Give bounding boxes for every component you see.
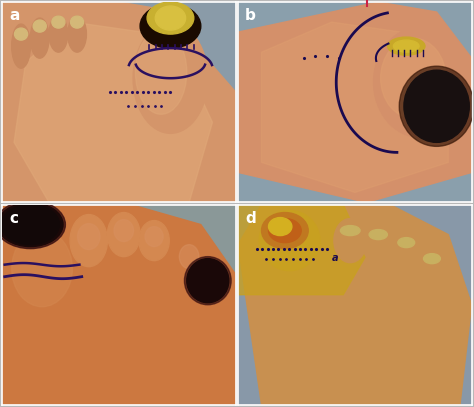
Polygon shape	[2, 205, 236, 405]
Polygon shape	[238, 205, 366, 295]
Text: a: a	[331, 253, 338, 263]
Ellipse shape	[12, 231, 73, 307]
Ellipse shape	[71, 16, 83, 28]
Ellipse shape	[173, 236, 205, 285]
Ellipse shape	[0, 203, 63, 247]
Ellipse shape	[70, 214, 108, 267]
Ellipse shape	[424, 254, 440, 264]
Ellipse shape	[52, 16, 65, 28]
Ellipse shape	[179, 245, 199, 269]
Ellipse shape	[5, 210, 80, 311]
Polygon shape	[238, 2, 472, 203]
Ellipse shape	[187, 258, 229, 303]
Ellipse shape	[418, 251, 446, 287]
Ellipse shape	[140, 4, 201, 48]
Ellipse shape	[145, 227, 163, 247]
Text: b: b	[245, 8, 256, 23]
Polygon shape	[2, 2, 236, 203]
Ellipse shape	[139, 221, 169, 260]
Ellipse shape	[262, 212, 308, 249]
Ellipse shape	[0, 201, 65, 249]
Ellipse shape	[269, 218, 292, 236]
Ellipse shape	[369, 230, 387, 240]
Ellipse shape	[33, 20, 46, 32]
Polygon shape	[262, 22, 448, 193]
Ellipse shape	[133, 23, 208, 133]
Ellipse shape	[340, 225, 360, 236]
Ellipse shape	[114, 219, 134, 242]
Ellipse shape	[155, 6, 186, 30]
Text: a: a	[9, 8, 20, 23]
Ellipse shape	[49, 16, 68, 52]
Ellipse shape	[30, 18, 49, 58]
Ellipse shape	[184, 257, 231, 305]
Ellipse shape	[136, 30, 187, 114]
Ellipse shape	[147, 2, 194, 34]
Ellipse shape	[259, 210, 320, 271]
Text: c: c	[9, 210, 18, 225]
Ellipse shape	[68, 16, 86, 52]
Text: d: d	[245, 210, 256, 225]
Ellipse shape	[334, 219, 366, 263]
Ellipse shape	[404, 70, 469, 142]
Ellipse shape	[374, 27, 467, 137]
Ellipse shape	[398, 238, 415, 247]
Ellipse shape	[399, 66, 474, 147]
Ellipse shape	[78, 223, 100, 249]
Ellipse shape	[15, 28, 27, 40]
Polygon shape	[14, 22, 212, 203]
Ellipse shape	[388, 37, 425, 55]
Ellipse shape	[406, 72, 467, 140]
Ellipse shape	[12, 24, 30, 68]
Polygon shape	[238, 205, 472, 405]
Ellipse shape	[392, 234, 420, 271]
Ellipse shape	[108, 212, 140, 257]
Ellipse shape	[393, 40, 419, 52]
Ellipse shape	[1, 205, 60, 245]
Ellipse shape	[363, 225, 393, 265]
Ellipse shape	[381, 38, 446, 118]
Ellipse shape	[269, 219, 301, 243]
